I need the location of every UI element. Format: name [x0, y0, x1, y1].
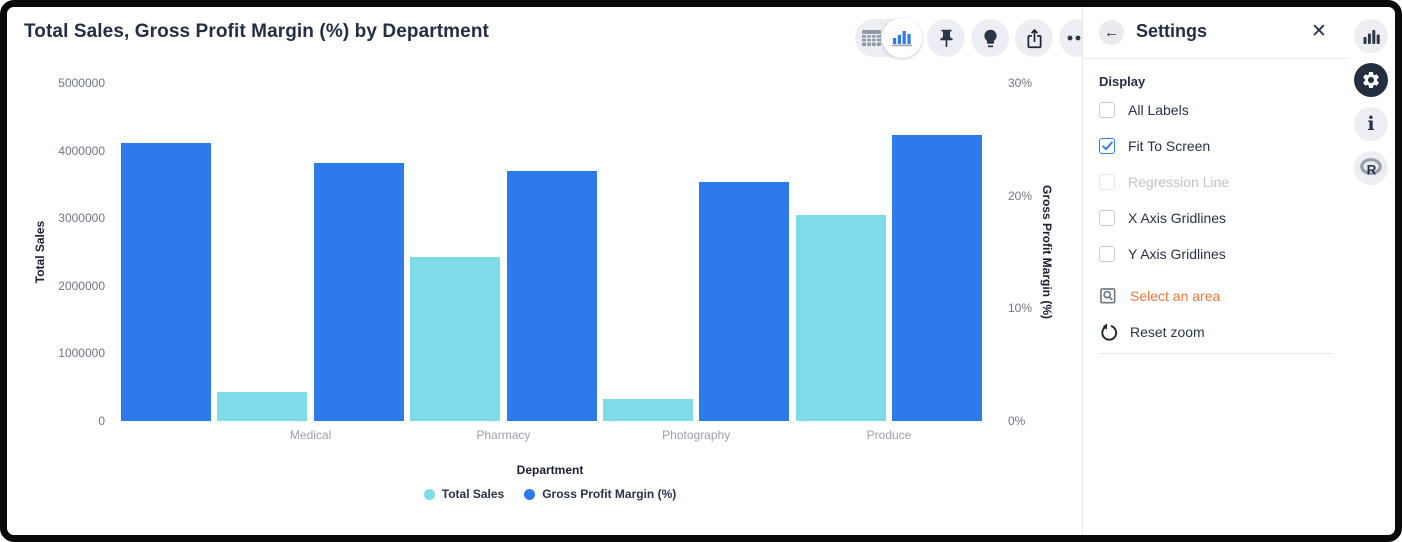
chart-title: Total Sales, Gross Profit Margin (%) by … [24, 21, 489, 42]
table-view-icon[interactable] [855, 19, 888, 57]
close-icon: ✕ [1311, 21, 1327, 42]
export-button[interactable] [1015, 19, 1053, 57]
x-axis-category-label: Medical [289, 428, 332, 442]
display-section-label: Display [1099, 74, 1146, 89]
r-logo-icon[interactable]: R [1354, 151, 1388, 185]
x-axis-category-label: Photography [662, 428, 731, 442]
action-label: Select an area [1130, 288, 1221, 304]
settings-panel: ← Settings ✕ Display All Labels Fit To Sc… [1082, 7, 1349, 535]
checkbox[interactable] [1099, 209, 1115, 226]
settings-options: All Labels Fit To Screen Regression Line X … [1099, 101, 1333, 358]
settings-gear-icon[interactable] [1354, 63, 1388, 97]
checkbox-row-x-axis-gridlines[interactable]: X Axis Gridlines [1099, 209, 1333, 226]
checkbox-row-y-axis-gridlines[interactable]: Y Axis Gridlines [1099, 245, 1333, 262]
bar-gross-profit-margin-medical[interactable] [313, 163, 404, 421]
checkbox[interactable] [1099, 245, 1115, 262]
reset-zoom-icon [1099, 323, 1118, 342]
right-axis-tick: 30% [1008, 76, 1033, 90]
left-axis-tick: 5000000 [58, 76, 105, 90]
legend-dot [524, 488, 536, 500]
right-axis-title: Gross Profit Margin (%) [1040, 184, 1054, 320]
action-reset-zoom[interactable]: Reset zoom [1099, 322, 1333, 342]
checkbox [1099, 173, 1115, 190]
left-axis-tick: 3000000 [58, 211, 105, 226]
checkbox-row-fit-to-screen[interactable]: Fit To Screen [1099, 137, 1333, 154]
action-label: Reset zoom [1130, 324, 1205, 340]
legend-item[interactable]: Gross Profit Margin (%) [524, 487, 676, 501]
insights-button[interactable] [971, 19, 1009, 57]
checkbox-label: Regression Line [1128, 173, 1230, 190]
bar-chart-icon[interactable] [1354, 19, 1388, 53]
checkbox-label: Fit To Screen [1128, 137, 1211, 154]
action-select-an-area[interactable]: Select an area [1099, 286, 1333, 306]
right-axis-tick: 0% [1008, 414, 1026, 428]
panel-divider [1099, 353, 1332, 354]
left-axis-tick: 4000000 [58, 143, 105, 158]
chart-view-icon[interactable] [882, 18, 922, 58]
back-button[interactable]: ← [1099, 20, 1124, 45]
checkbox-row-all-labels[interactable]: All Labels [1099, 101, 1333, 118]
legend-label: Total Sales [441, 487, 505, 501]
bar-total-sales-photography[interactable] [603, 398, 693, 421]
select-area-icon [1099, 287, 1118, 306]
right-axis-tick: 20% [1008, 188, 1033, 203]
view-toggle[interactable] [855, 18, 922, 58]
bar-total-sales-produce[interactable] [795, 214, 886, 421]
left-axis-tick: 0 [98, 414, 105, 428]
back-arrow-icon: ← [1104, 24, 1119, 41]
chart-toolbar [855, 18, 1097, 58]
bar-partial-gross-profit-margin[interactable] [121, 142, 211, 421]
checkbox[interactable] [1099, 137, 1115, 154]
checkbox-label: All Labels [1128, 101, 1189, 118]
close-button[interactable]: ✕ [1307, 20, 1331, 44]
x-axis-category-label: Pharmacy [476, 428, 531, 442]
settings-title: Settings [1136, 21, 1208, 41]
svg-text:R: R [1367, 163, 1377, 178]
left-axis-title: Total Sales [33, 220, 47, 284]
pin-button[interactable] [927, 19, 965, 57]
legend-dot [423, 488, 435, 500]
chart-legend: Total Sales Gross Profit Margin (%) [350, 487, 750, 501]
legend-label: Gross Profit Margin (%) [542, 487, 677, 501]
bar-gross-profit-margin-pharmacy[interactable] [506, 170, 597, 421]
bar-total-sales-medical[interactable] [217, 391, 308, 421]
x-axis-category-label: Produce [866, 428, 912, 442]
legend-item[interactable]: Total Sales [423, 487, 505, 501]
checkbox-row-regression-line: Regression Line [1099, 173, 1333, 190]
bar-total-sales-pharmacy[interactable] [410, 256, 501, 421]
plot-area[interactable] [115, 83, 990, 421]
settings-header: ← Settings ✕ [1083, 7, 1349, 59]
checkbox[interactable] [1099, 101, 1115, 118]
checkbox-label: Y Axis Gridlines [1128, 245, 1226, 262]
left-axis-tick: 2000000 [58, 278, 105, 293]
checkbox-label: X Axis Gridlines [1128, 209, 1227, 226]
right-axis-tick: 10% [1008, 301, 1033, 316]
bar-gross-profit-margin-produce[interactable] [892, 134, 983, 421]
info-icon[interactable]: i [1354, 107, 1388, 141]
left-axis-tick: 1000000 [58, 346, 105, 361]
bar-gross-profit-margin-photography[interactable] [699, 182, 790, 421]
x-axis-title: Department [516, 463, 584, 477]
right-rail: i R [1348, 7, 1395, 535]
